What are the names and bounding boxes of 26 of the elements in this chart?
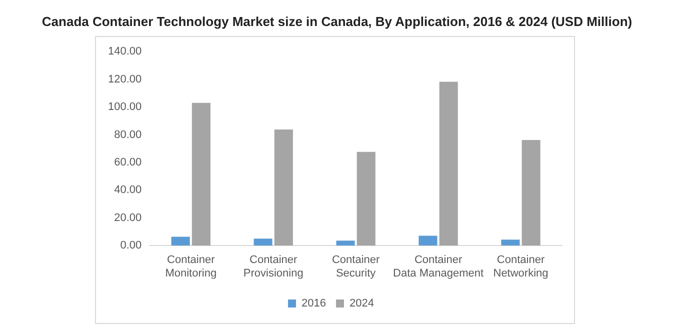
y-tick-label: 40.00 bbox=[114, 184, 142, 196]
y-tick-label: 60.00 bbox=[114, 156, 142, 168]
y-tick-label: 140.00 bbox=[108, 46, 142, 58]
bar bbox=[501, 240, 520, 246]
y-tick-label: 80.00 bbox=[114, 128, 142, 141]
bar bbox=[439, 82, 458, 246]
bar bbox=[171, 236, 190, 246]
bar bbox=[192, 102, 210, 246]
y-tick-label: 0.00 bbox=[120, 240, 142, 252]
bar bbox=[336, 240, 355, 246]
chart-title: Canada Container Technology Market size in Canada, By Application, 2016 & 2024 (USD Million) bbox=[40, 14, 634, 29]
x-tick-label: Container Provisioning bbox=[243, 254, 304, 280]
legend-label: 2024 bbox=[350, 298, 374, 310]
x-tick-label: Container Security bbox=[332, 254, 380, 280]
x-tick-label: Container Networking bbox=[493, 254, 548, 280]
bar bbox=[254, 238, 272, 246]
y-tick-label: 120.00 bbox=[108, 73, 142, 86]
bar bbox=[356, 152, 376, 246]
x-tick-label: Container Data Management bbox=[393, 254, 484, 280]
bar bbox=[418, 236, 438, 246]
y-tick-label: 20.00 bbox=[114, 212, 142, 224]
bar bbox=[274, 129, 293, 246]
legend-label: 2016 bbox=[302, 298, 326, 310]
bar bbox=[522, 140, 540, 246]
x-tick-label: Container Monitoring bbox=[165, 254, 217, 280]
y-tick-label: 100.00 bbox=[108, 101, 142, 114]
